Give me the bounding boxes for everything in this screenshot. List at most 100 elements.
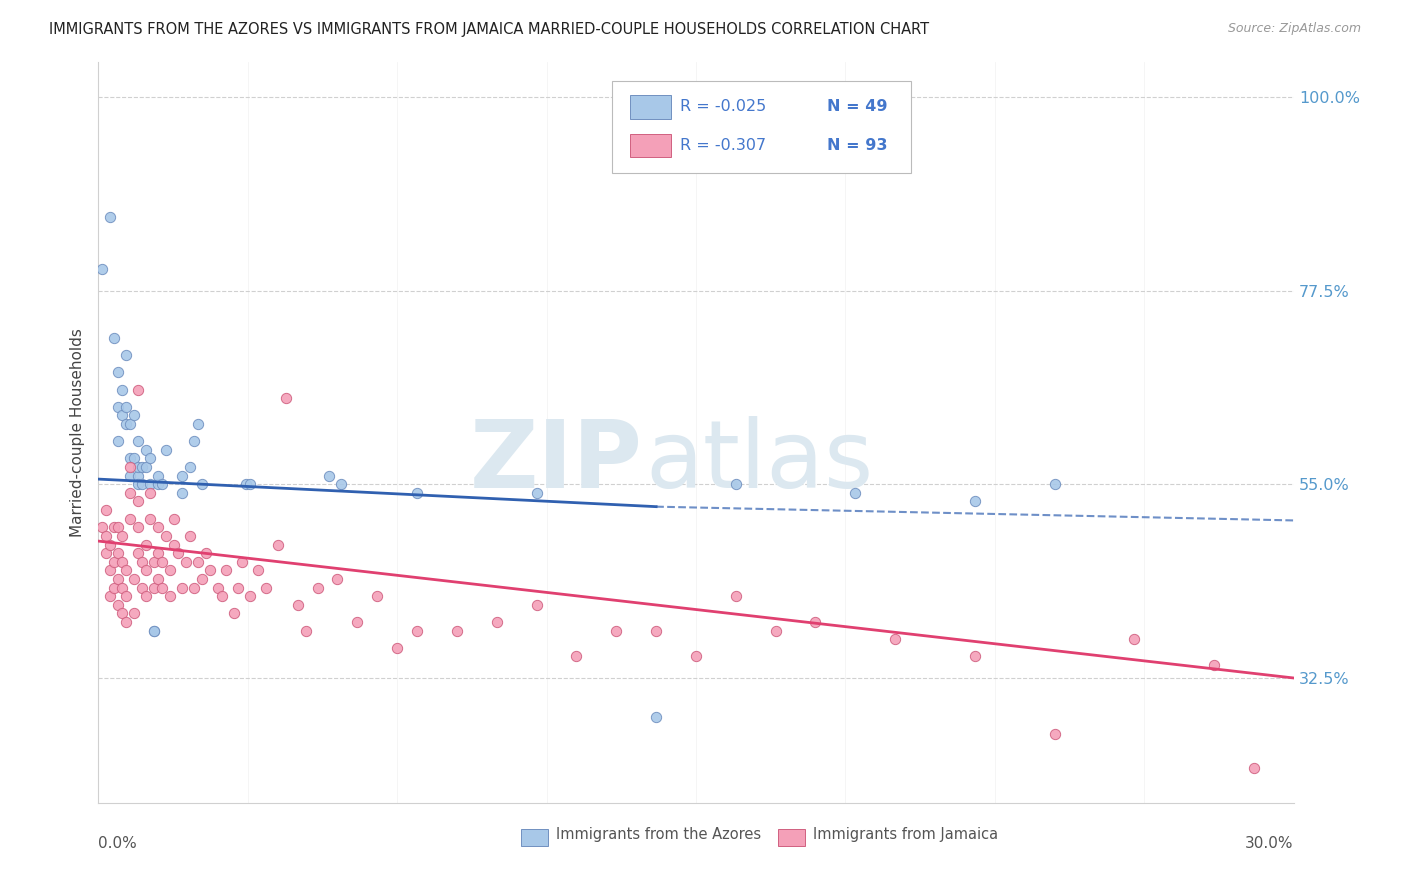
Point xyxy=(239,589,262,603)
Point xyxy=(844,486,866,500)
Point xyxy=(804,615,827,629)
Y-axis label: Married-couple Households: Married-couple Households xyxy=(69,328,84,537)
Point xyxy=(287,598,309,612)
Point xyxy=(127,477,149,491)
Point xyxy=(111,581,134,595)
Point xyxy=(685,649,707,664)
Point xyxy=(765,624,787,638)
Point xyxy=(239,477,262,491)
Point xyxy=(195,546,218,560)
Point xyxy=(174,555,197,569)
Point xyxy=(187,555,209,569)
Point xyxy=(96,546,118,560)
Point xyxy=(406,486,429,500)
Point xyxy=(124,572,146,586)
Point xyxy=(127,494,149,508)
Point xyxy=(143,581,166,595)
Point xyxy=(724,477,747,491)
Point xyxy=(127,468,149,483)
FancyBboxPatch shape xyxy=(613,81,911,173)
Point xyxy=(167,546,190,560)
FancyBboxPatch shape xyxy=(779,829,804,847)
Point xyxy=(294,624,316,638)
Point xyxy=(366,589,388,603)
Point xyxy=(91,520,114,534)
Point xyxy=(111,555,134,569)
Point xyxy=(127,546,149,560)
Point xyxy=(124,607,146,621)
Point xyxy=(107,598,129,612)
Point xyxy=(120,460,142,475)
Point xyxy=(326,572,349,586)
Text: R = -0.307: R = -0.307 xyxy=(681,138,766,153)
Point xyxy=(111,529,134,543)
Point xyxy=(215,563,238,577)
Point xyxy=(226,581,249,595)
Point xyxy=(96,503,118,517)
Text: 0.0%: 0.0% xyxy=(98,836,138,851)
Point xyxy=(330,477,353,491)
Point xyxy=(103,581,125,595)
Point xyxy=(159,563,181,577)
Point xyxy=(179,460,201,475)
Point xyxy=(254,581,277,595)
Point xyxy=(274,391,297,405)
Text: IMMIGRANTS FROM THE AZORES VS IMMIGRANTS FROM JAMAICA MARRIED-COUPLE HOUSEHOLDS : IMMIGRANTS FROM THE AZORES VS IMMIGRANTS… xyxy=(49,22,929,37)
Point xyxy=(120,486,142,500)
Point xyxy=(148,477,170,491)
Point xyxy=(235,477,257,491)
Point xyxy=(120,468,142,483)
Point xyxy=(406,624,429,638)
Point xyxy=(111,607,134,621)
Point xyxy=(148,468,170,483)
Point xyxy=(1202,658,1225,673)
Point xyxy=(107,546,129,560)
Point xyxy=(124,451,146,466)
Point xyxy=(131,477,153,491)
FancyBboxPatch shape xyxy=(630,95,671,119)
Point xyxy=(139,486,162,500)
Point xyxy=(346,615,368,629)
Point xyxy=(565,649,588,664)
Point xyxy=(159,589,181,603)
Point xyxy=(526,486,548,500)
Point xyxy=(246,563,269,577)
Point xyxy=(1043,477,1066,491)
Point xyxy=(172,581,194,595)
Point xyxy=(98,589,122,603)
Point xyxy=(131,460,153,475)
Point xyxy=(120,417,142,431)
FancyBboxPatch shape xyxy=(630,134,671,157)
Text: N = 49: N = 49 xyxy=(827,99,889,114)
Point xyxy=(139,512,162,526)
Point xyxy=(163,537,186,551)
Point xyxy=(127,520,149,534)
Text: ZIP: ZIP xyxy=(470,417,643,508)
Point xyxy=(148,520,170,534)
Point xyxy=(115,348,138,362)
Point xyxy=(163,512,186,526)
Point xyxy=(605,624,627,638)
Point xyxy=(307,581,329,595)
Point xyxy=(191,572,214,586)
Point xyxy=(222,607,245,621)
Point xyxy=(191,477,214,491)
Point xyxy=(103,331,125,345)
Point xyxy=(107,400,129,414)
Point xyxy=(231,555,253,569)
Point xyxy=(155,442,177,457)
Point xyxy=(115,563,138,577)
Point xyxy=(135,563,157,577)
Point xyxy=(98,537,122,551)
Text: Immigrants from Jamaica: Immigrants from Jamaica xyxy=(813,827,998,842)
Point xyxy=(446,624,468,638)
Point xyxy=(1043,727,1066,741)
Point xyxy=(1243,761,1265,775)
Point xyxy=(103,520,125,534)
Point xyxy=(963,649,986,664)
Point xyxy=(139,477,162,491)
Text: R = -0.025: R = -0.025 xyxy=(681,99,766,114)
Text: Source: ZipAtlas.com: Source: ZipAtlas.com xyxy=(1227,22,1361,36)
Point xyxy=(318,468,340,483)
Point xyxy=(111,383,134,397)
